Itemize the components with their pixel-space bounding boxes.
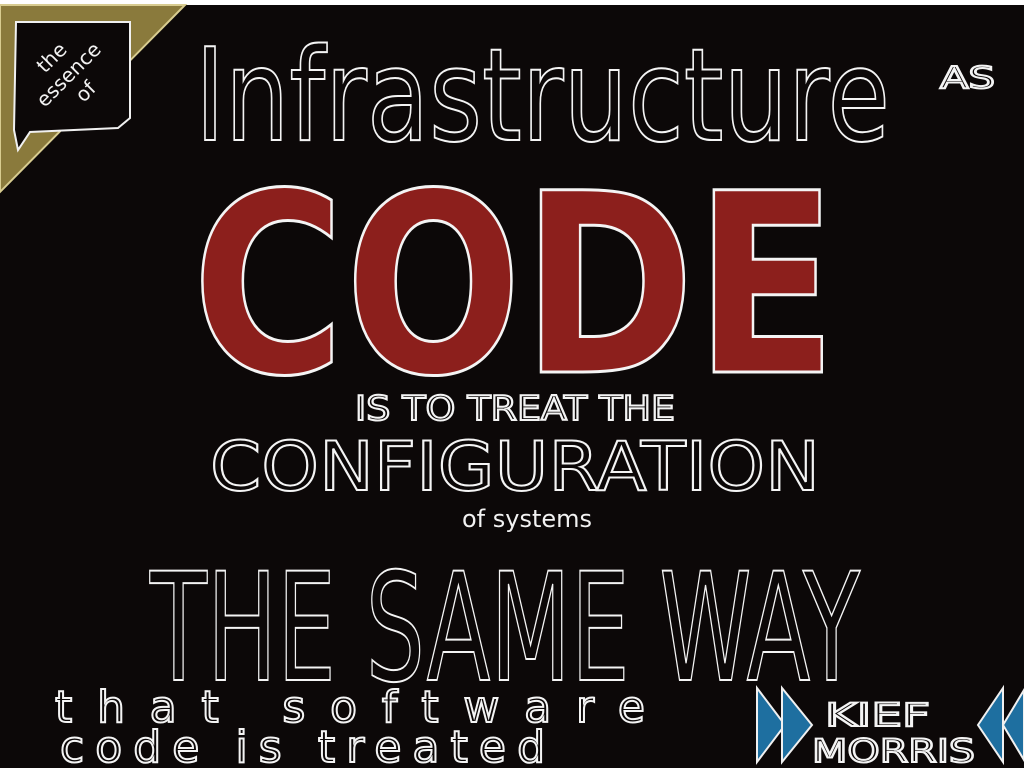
title-main: Infrastructure: [195, 22, 890, 171]
title-as: AS: [940, 61, 995, 96]
arrow: [756, 685, 787, 765]
top-edge: [0, 0, 1024, 5]
body-line: of systems: [462, 505, 592, 533]
footer-line: that software: [55, 682, 645, 733]
body-line: THE SAME WAY: [149, 542, 860, 716]
arrow: [781, 685, 814, 765]
author-first: KIEF: [825, 696, 930, 734]
footer-line: code is treated: [60, 722, 545, 768]
author-last: MORRIS: [812, 732, 975, 768]
speech-bubble: [12, 21, 131, 153]
body-line: IS TO TREAT THE: [355, 389, 675, 429]
title-code: CODE: [192, 140, 837, 431]
arrow: [1001, 688, 1024, 762]
body-line: CONFIGURATION: [210, 428, 820, 507]
